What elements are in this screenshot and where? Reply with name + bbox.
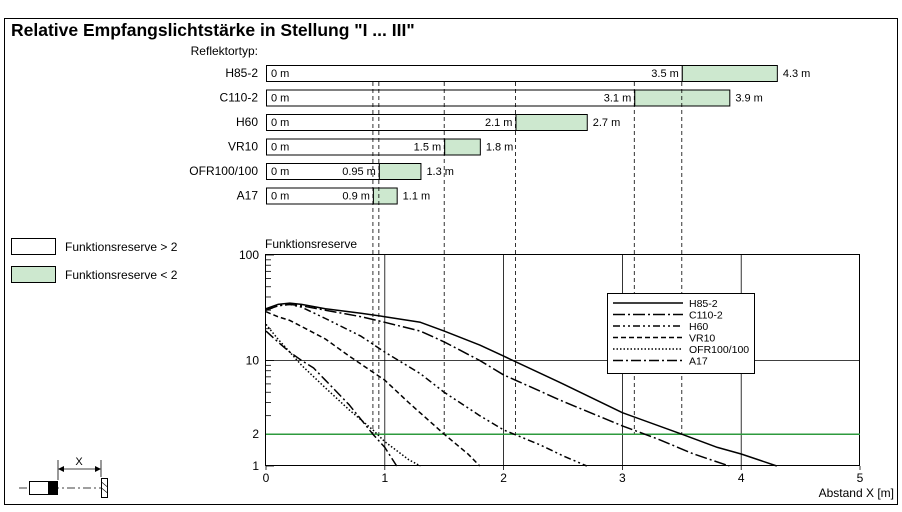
reflector-type-header: Reflektortyp: — [191, 44, 258, 58]
bar-mid-label: 2.1 m — [485, 117, 513, 129]
legend-label-reserve-lt2: Funktionsreserve < 2 — [65, 268, 178, 282]
bar-end-label: 4.3 m — [783, 68, 811, 80]
series-legend-label: A17 — [689, 356, 708, 368]
reflector-icon — [101, 478, 108, 498]
bar-end-label: 1.3 m — [426, 166, 454, 178]
plot-area — [265, 254, 860, 466]
series-legend-box — [607, 293, 755, 374]
y-tick-label: 1 — [252, 459, 259, 473]
bar-reserve-lt2 — [681, 65, 778, 82]
x-tick-label: 5 — [857, 471, 864, 485]
bar-mid-label: 3.5 m — [651, 68, 679, 80]
sensor-lens-icon — [48, 481, 58, 495]
y-axis: 1 2 10 100 — [239, 248, 274, 473]
y-tick-label: 100 — [239, 248, 259, 262]
bar-mid-label: 0.9 m — [342, 191, 370, 203]
series-line-a17 — [265, 330, 398, 467]
series-legend-label: H85-2 — [689, 298, 718, 310]
reflector-label: A17 — [237, 189, 259, 203]
x-tick-label: 2 — [500, 471, 507, 485]
x-tick-label: 0 — [263, 471, 270, 485]
series-legend-label: C110-2 — [689, 310, 723, 322]
bar-mid-label: 1.5 m — [414, 142, 442, 154]
y-tick-label: 2 — [252, 427, 259, 441]
series-lines — [265, 302, 778, 467]
reflector-label: OFR100/100 — [189, 164, 258, 178]
series-legend-label: OFR100/100 — [689, 344, 749, 356]
figure-frame — [4, 18, 898, 505]
bar-mid-label: 0.95 m — [342, 166, 376, 178]
sensor-diagram: X — [19, 456, 110, 498]
reflector-label: C110-2 — [220, 91, 259, 105]
bar-end-label: 1.8 m — [486, 142, 514, 154]
legend: Funktionsreserve > 2 Funktionsreserve < … — [11, 238, 178, 283]
guide-lines — [372, 82, 683, 435]
series-line-ofr100-100 — [265, 323, 421, 467]
bar-start-label: 0 m — [271, 93, 289, 105]
bar-reserve-lt2 — [378, 163, 422, 180]
bar-reserve-lt2 — [515, 114, 588, 131]
bar-mid-label: 3.1 m — [604, 93, 632, 105]
reflector-hatch-icon — [101, 481, 108, 488]
bar-start-label: 0 m — [271, 166, 289, 178]
reflector-label: H60 — [236, 115, 258, 129]
y-axis-label: Funktionsreserve — [265, 237, 357, 251]
series-line-h60 — [265, 303, 588, 467]
bar-reserve-gt2 — [266, 114, 517, 131]
series-legend-label: H60 — [689, 321, 708, 333]
x-axis-label: Abstand X [m] — [819, 486, 894, 500]
bar-start-label: 0 m — [271, 68, 289, 80]
series-line-h85-2 — [265, 302, 778, 467]
series-legend-label: VR10 — [689, 333, 715, 345]
dimension-arrow-icon — [58, 466, 64, 472]
legend-swatch-reserve-lt2 — [11, 266, 56, 283]
x-tick-label: 3 — [619, 471, 626, 485]
x-axis: 0 1 2 3 4 5 — [263, 466, 864, 485]
bar-reserve-gt2 — [266, 89, 636, 107]
legend-swatch-reserve-gt2 — [11, 238, 56, 255]
bar-end-label: 2.7 m — [593, 117, 621, 129]
x-tick-label: 4 — [738, 471, 745, 485]
bar-reserve-gt2 — [266, 65, 683, 82]
bar-start-label: 0 m — [271, 117, 289, 129]
bar-reserve-lt2 — [372, 187, 398, 205]
range-bar-chart: H85-2 0 m 3.5 m 4.3 m C110-2 0 m 3.1 m 3.9 m H60… — [189, 65, 811, 205]
series-line-vr10 — [265, 311, 481, 467]
dimension-arrow-icon — [95, 466, 101, 472]
bar-reserve-lt2 — [634, 89, 731, 107]
reflector-hatch-icon — [101, 487, 108, 494]
bar-end-label: 3.9 m — [735, 93, 763, 105]
dimension-label: X — [75, 456, 83, 468]
bar-reserve-lt2 — [444, 138, 481, 156]
legend-label-reserve-gt2: Funktionsreserve > 2 — [65, 240, 178, 254]
reflector-label: H85-2 — [225, 66, 258, 80]
y-tick-label: 10 — [246, 354, 260, 368]
bar-start-label: 0 m — [271, 191, 289, 203]
bar-start-label: 0 m — [271, 142, 289, 154]
x-tick-label: 1 — [381, 471, 388, 485]
bar-end-label: 1.1 m — [403, 191, 431, 203]
reflector-label: VR10 — [228, 140, 258, 154]
chart-title: Relative Empfangslichtstärke in Stellung… — [11, 20, 415, 40]
